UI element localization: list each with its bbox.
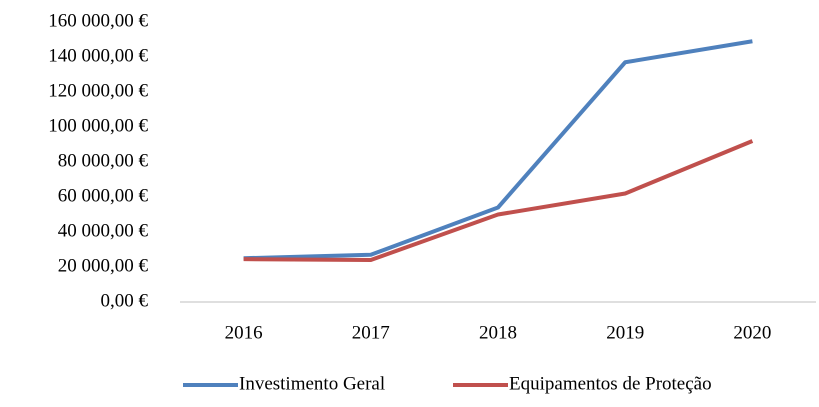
x-tick-label: 2020 <box>733 322 771 343</box>
y-tick-label: 100 000,00 € <box>48 115 148 136</box>
x-tick-label: 2019 <box>606 322 644 343</box>
legend-label: Equipamentos de Proteção <box>509 373 712 394</box>
y-tick-label: 20 000,00 € <box>58 255 149 276</box>
y-tick-label: 160 000,00 € <box>48 10 148 31</box>
y-tick-label: 40 000,00 € <box>58 220 149 241</box>
legend-label: Investimento Geral <box>239 373 385 394</box>
line-series <box>243 39 753 261</box>
x-tick-label: 2018 <box>479 322 517 343</box>
y-tick-label: 80 000,00 € <box>58 150 149 171</box>
y-tick-label: 60 000,00 € <box>58 185 149 206</box>
y-tick-label: 0,00 € <box>101 290 149 311</box>
y-tick-label: 140 000,00 € <box>48 45 148 66</box>
x-tick-label: 2017 <box>352 322 390 343</box>
y-tick-label: 120 000,00 € <box>48 80 148 101</box>
x-tick-label: 2016 <box>225 322 263 343</box>
line-series <box>243 139 754 262</box>
